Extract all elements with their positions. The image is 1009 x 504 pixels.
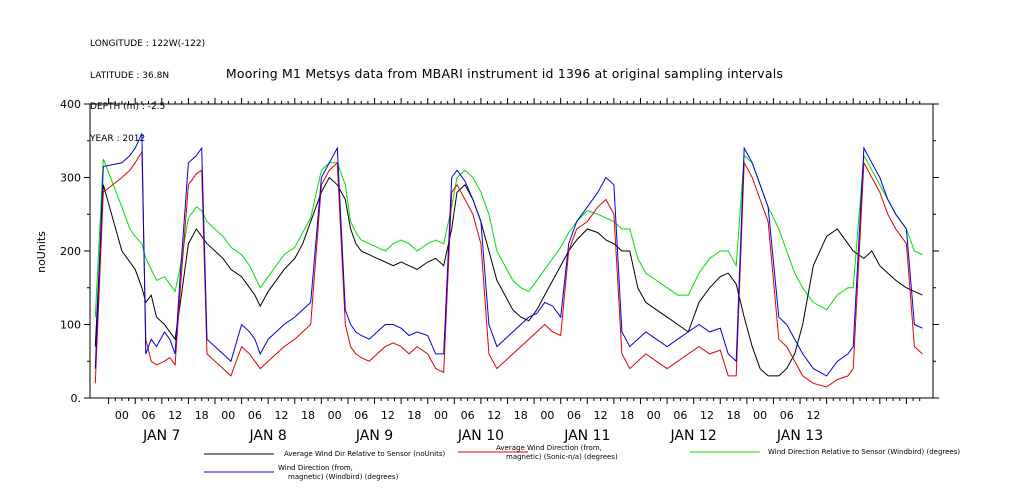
- legend-label-line2: magnetic) (Sonic-n/a) (degrees): [506, 453, 618, 461]
- x-tick-label: 18: [514, 409, 528, 422]
- legend-label: Average Wind Direction (from,: [496, 444, 602, 452]
- legend-label: Wind Direction (from,: [278, 464, 353, 472]
- depth-label: DEPTH (m) : -2.5: [90, 102, 166, 112]
- x-tick-label: 18: [407, 409, 421, 422]
- series-line-3: [94, 133, 923, 377]
- legend-label: Average Wind Dir Relative to Sensor (noU…: [284, 450, 445, 458]
- y-tick-label: 400: [60, 98, 81, 111]
- x-tick-label: 18: [301, 409, 315, 422]
- chart-title: Mooring M1 Metsys data from MBARI instru…: [225, 66, 784, 81]
- legend-label: Wind Direction Relative to Sensor (Windb…: [768, 448, 960, 456]
- x-tick-label: 00: [540, 409, 554, 422]
- x-tick-label: 00: [221, 409, 235, 422]
- x-tick-label: 00: [647, 409, 661, 422]
- x-tick-label: 06: [248, 409, 262, 422]
- x-tick-label: 12: [381, 409, 395, 422]
- x-tick-label: 12: [806, 409, 820, 422]
- x-tick-label: 12: [274, 409, 288, 422]
- day-label: JAN 11: [563, 428, 610, 444]
- y-tick-label: 0.: [71, 392, 82, 405]
- day-label: JAN 12: [670, 428, 717, 444]
- x-tick-label: 12: [168, 409, 182, 422]
- y-tick-label: 200: [60, 245, 81, 258]
- day-label: JAN 13: [776, 428, 823, 444]
- day-label: JAN 8: [249, 428, 287, 444]
- legend-label-line2: magnetic) (Windbird) (degrees): [288, 473, 399, 481]
- metadata-block: LONGITUDE : 122W(-122) LATITUDE : 36.8N …: [90, 18, 205, 155]
- y-tick-label: 100: [60, 319, 81, 332]
- x-tick-label: 06: [780, 409, 794, 422]
- x-tick-label: 12: [700, 409, 714, 422]
- longitude-label: LONGITUDE : 122W(-122): [90, 39, 206, 49]
- x-tick-label: 18: [195, 409, 209, 422]
- series-line-1: [94, 150, 923, 388]
- y-tick-label: 300: [60, 172, 81, 185]
- x-tick-label: 00: [753, 409, 767, 422]
- x-tick-label: 00: [328, 409, 342, 422]
- x-tick-label: 12: [594, 409, 608, 422]
- day-label: JAN 10: [457, 428, 504, 444]
- day-label: JAN 7: [142, 428, 180, 444]
- x-tick-label: 06: [142, 409, 156, 422]
- x-tick-label: 18: [727, 409, 741, 422]
- day-label: JAN 9: [355, 428, 393, 444]
- x-tick-label: 00: [434, 409, 448, 422]
- x-tick-label: 18: [620, 409, 634, 422]
- plot-frame: [89, 103, 934, 399]
- x-tick-label: 00: [115, 409, 129, 422]
- x-tick-label: 06: [461, 409, 475, 422]
- x-tick-label: 06: [567, 409, 581, 422]
- year-label: YEAR : 2012: [90, 133, 146, 144]
- series-line-2: [94, 153, 923, 318]
- x-tick-label: 06: [354, 409, 368, 422]
- x-tick-label: 06: [673, 409, 687, 422]
- x-tick-label: 12: [487, 409, 501, 422]
- latitude-label: LATITUDE : 36.8N: [90, 70, 170, 81]
- y-axis-title: noUnits: [35, 231, 48, 273]
